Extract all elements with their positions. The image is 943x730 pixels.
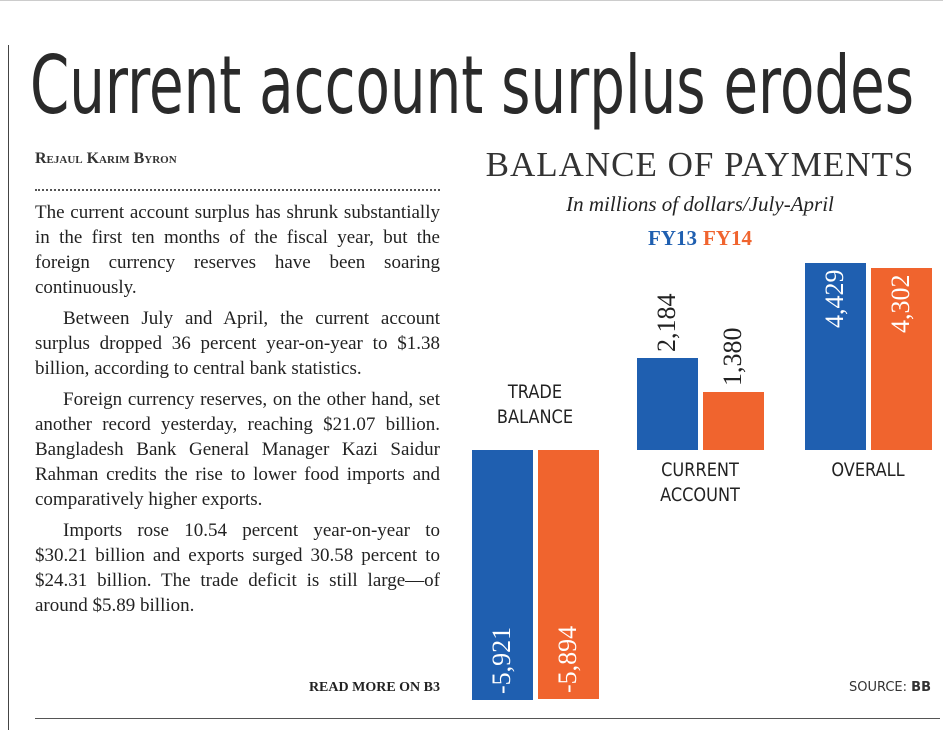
chart-subtitle: In millions of dollars/July-April [566,192,834,216]
category-label: OVERALL [831,459,905,481]
value-label: -5,921 [487,626,516,694]
value-label: 1,380 [718,327,747,386]
category-label: CURRENT ACCOUNT [660,459,740,506]
source-label: SOURCE: [848,680,908,695]
bottom-rule [35,718,940,719]
byline: Rejaul Karim Byron [35,150,177,167]
headline-box: Current account surplus erodes [30,39,914,132]
bar [537,450,599,699]
paragraph: Between July and April, the current acco… [35,308,440,379]
top-rule [0,0,943,1]
value-label: 4,302 [886,274,915,334]
headline: Current account surplus erodes [30,39,914,132]
bar [702,391,764,450]
source-name: BB [911,680,931,695]
paragraph: Imports rose 10.54 percent year-on-year … [35,520,440,616]
legend-entry: FY14 [703,226,752,250]
bar [870,268,932,450]
value-label: -5,894 [553,625,582,693]
category-label: TRADE BALANCE [496,381,574,428]
paragraph: Foreign currency reserves, on the other … [35,389,440,510]
bar [804,262,866,450]
legend: FY13 FY14 [460,226,940,251]
bar [636,357,698,450]
read-more: READ MORE ON B3 [308,680,440,695]
dotted-rule [35,189,440,191]
value-label: 2,184 [652,293,681,352]
bar [471,450,533,700]
legend-entry: FY13 [648,226,697,250]
paragraph: The current account surplus has shrunk s… [35,202,440,298]
article-body: The current account surplus has shrunk s… [35,200,440,624]
column-rule [8,45,9,730]
chart-title: BALANCE OF PAYMENTS [485,145,915,184]
value-label: 4,429 [820,269,849,328]
source: SOURCE: BB [849,680,931,695]
